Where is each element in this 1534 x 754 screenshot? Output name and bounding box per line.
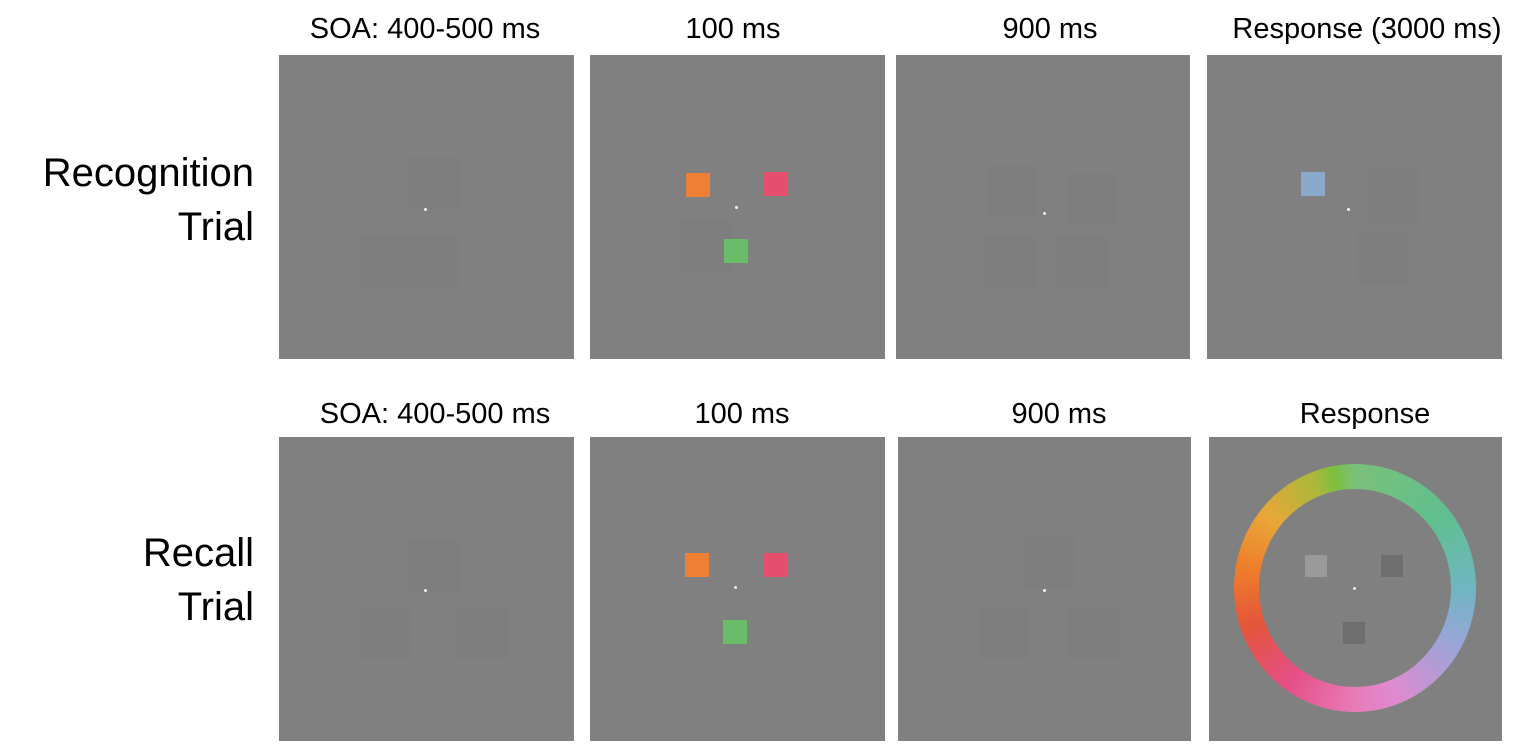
placeholder-square [986, 165, 1038, 217]
fixation-dot [1353, 587, 1356, 590]
placeholder-square [1357, 233, 1409, 285]
orange-square [685, 553, 709, 577]
panel-response-recognition [1207, 55, 1502, 359]
probe-square-dark [1343, 622, 1365, 644]
placeholder-square [359, 235, 411, 287]
title-soa-recall: SOA: 400-500 ms [319, 398, 551, 430]
pink-square [763, 553, 787, 577]
placeholder-square [680, 220, 732, 272]
panel-soa-recognition [279, 55, 574, 359]
title-delay-recognition: 900 ms [1002, 13, 1098, 45]
panel-delay-recognition [896, 55, 1190, 359]
panel-memory-array-recognition [590, 55, 885, 359]
placeholder-square [1023, 537, 1075, 589]
title-response-recognition: Response (3000 ms) [1232, 13, 1502, 45]
row-label-recall: Recall Trial [143, 526, 254, 634]
row-label-line2: Trial [177, 205, 254, 249]
fixation-dot [424, 208, 427, 211]
title-response-recall: Response [1299, 398, 1431, 430]
probe-square-dark [1381, 555, 1403, 577]
fixation-dot [734, 586, 737, 589]
placeholder-square [457, 607, 509, 659]
row-label-recognition: Recognition Trial [43, 146, 254, 254]
title-soa-recognition: SOA: 400-500 ms [309, 13, 541, 45]
green-square [723, 620, 747, 644]
placeholder-square [409, 539, 461, 591]
green-square [724, 239, 748, 263]
row-label-line2: Trial [177, 585, 254, 629]
placeholder-square [1066, 173, 1118, 225]
title-memory-array-recall: 100 ms [694, 398, 790, 430]
placeholder-square [978, 607, 1030, 659]
fixation-dot [735, 206, 738, 209]
probe-square-light [1305, 555, 1327, 577]
row-label-line1: Recognition [42, 151, 254, 195]
placeholder-square [409, 157, 461, 209]
row-label-line1: Recall [142, 531, 254, 575]
panel-delay-recall [898, 437, 1191, 741]
placeholder-square [1367, 170, 1419, 222]
title-delay-recall: 900 ms [1011, 398, 1107, 430]
panel-soa-recall [279, 437, 574, 741]
placeholder-square [407, 235, 459, 287]
placeholder-square [984, 235, 1036, 287]
placeholder-square [359, 607, 411, 659]
orange-square [686, 173, 710, 197]
title-memory-array-recognition: 100 ms [685, 13, 781, 45]
panel-memory-array-recall [590, 437, 885, 741]
fixation-dot [1043, 212, 1046, 215]
fixation-dot [1043, 589, 1046, 592]
pink-square [764, 172, 788, 196]
fixation-dot [1347, 208, 1350, 211]
placeholder-square [1056, 235, 1108, 287]
probe-square-blue [1301, 172, 1325, 196]
fixation-dot [424, 589, 427, 592]
placeholder-square [1068, 607, 1120, 659]
panel-response-recall [1209, 437, 1502, 741]
